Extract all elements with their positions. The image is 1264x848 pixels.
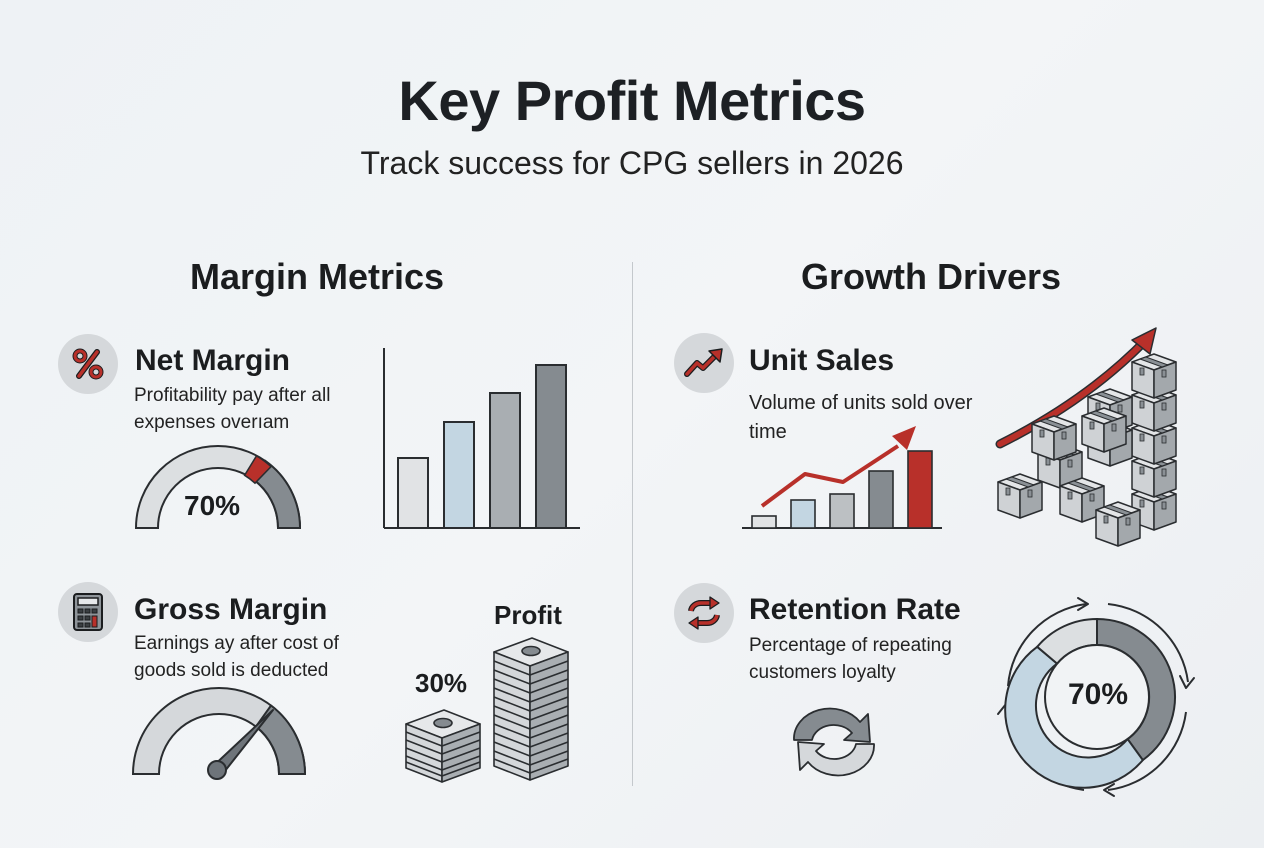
metric-desc-unit-sales: Volume of units sold over time: [749, 392, 973, 443]
repeat-icon: [674, 583, 734, 643]
metric-title-retention-rate: Retention Rate: [749, 593, 961, 626]
net-margin-bar-chart: [382, 348, 582, 530]
unit-sales-bar-chart: [742, 420, 944, 532]
section-title-margin-metrics: Margin Metrics: [190, 256, 445, 297]
calculator-icon: [58, 582, 118, 642]
metric-desc-gross-margin: Earnings ay after cost of goods sold is …: [134, 633, 339, 681]
stack-small-label: 30%: [415, 668, 468, 698]
bar-1: [751, 515, 777, 529]
bar-3: [489, 392, 521, 529]
trending-up-icon: [674, 333, 734, 393]
metric-title-gross-margin: Gross Margin: [134, 593, 328, 626]
metric-title-net-margin: Net Margin: [135, 344, 291, 377]
bar-1: [397, 457, 429, 529]
refresh-cycle-icon: [788, 700, 882, 784]
bar-4: [535, 364, 567, 529]
gross-margin-speedometer: [131, 684, 307, 780]
retention-value: 70%: [1067, 678, 1129, 711]
net-margin-gauge: 70%: [134, 444, 302, 530]
metric-desc-retention-rate: Percentage of repeating customers loyalt…: [749, 635, 952, 683]
net-margin-value: 70%: [184, 490, 241, 521]
page-subtitle: Track success for CPG sellers in 2026: [360, 145, 904, 181]
bar-2: [443, 421, 475, 529]
bar-4: [868, 470, 894, 529]
growing-boxes-illustration: [995, 326, 1186, 551]
percent-icon: [58, 334, 118, 394]
bar-5: [907, 450, 933, 529]
trend-line: [760, 444, 900, 508]
metric-title-unit-sales: Unit Sales: [749, 344, 895, 377]
bar-3: [829, 493, 855, 529]
section-title-growth-drivers: Growth Drivers: [801, 256, 1062, 297]
profit-stacks-illustration: [404, 632, 576, 784]
metric-desc-net-margin: Profitability pay after all expenses ove…: [134, 385, 331, 433]
stack-large-label: Profit: [494, 600, 562, 630]
page-title: Key Profit Metrics: [398, 69, 866, 132]
retention-donut-chart: 70%: [994, 594, 1198, 800]
section-divider: [632, 262, 633, 786]
bar-2: [790, 499, 816, 529]
